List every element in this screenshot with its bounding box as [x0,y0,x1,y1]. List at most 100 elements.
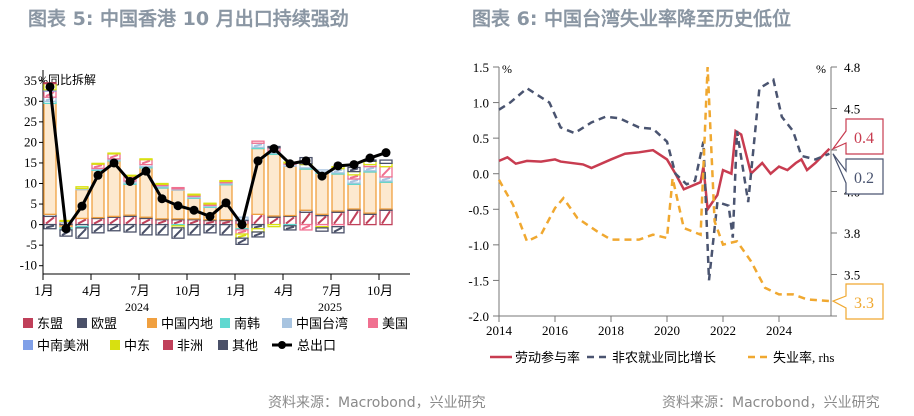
total-exports-point [221,198,231,208]
legend-marker [278,341,286,349]
bar-hatch [269,217,279,225]
x-tick-label: 1月 [226,283,246,298]
y-tick-label: -0.5 [468,202,489,217]
bar-hatch [93,164,103,169]
bar-hatch [285,216,295,225]
bar-segment [75,186,89,190]
bar-segment [139,158,153,161]
bar-segment [187,193,201,196]
legend-swatch [218,340,228,350]
total-exports-point [301,156,311,166]
legend-label: 中东 [124,338,150,353]
x-tick-label: 4月 [82,283,102,298]
bar-segment [379,159,393,165]
y2-tick-label: 4.5 [844,102,860,117]
legend-label: 总出口 [297,338,336,353]
legend-label: 东盟 [37,316,63,331]
bar-hatch [173,219,183,225]
bar-hatch [93,224,103,233]
bar-hatch [221,220,231,225]
legend-label: 非洲 [177,338,203,353]
x-tick-label: 2018 [598,323,624,338]
bar-hatch [285,225,295,230]
callout-box [831,118,884,155]
bar-hatch [109,153,119,159]
total-exports-point [109,158,119,168]
bar-hatch [381,210,391,225]
bar-segment [171,186,185,190]
bar-hatch [349,179,359,184]
y-tick-label: 0.0 [473,167,489,182]
bar-hatch [189,219,199,225]
bar-hatch [221,224,231,235]
total-exports-point [349,160,359,170]
y-tick-label: 0 [31,217,38,232]
bar-hatch [253,232,263,237]
total-exports-point [189,205,199,215]
bar-segment [363,171,377,214]
series-line [497,66,830,303]
year-label: 2024 [125,300,149,314]
bar-hatch [237,229,247,235]
bar-hatch [349,174,359,179]
x-tick-label: 7月 [322,283,342,298]
y2-tick-label: 4.8 [844,60,860,75]
legend-swatch [23,318,33,328]
legend-label: 南韩 [234,316,260,331]
legend-label: 美国 [382,316,408,331]
total-exports-point [173,201,183,211]
bar-hatch [381,176,391,182]
right-chart-title: 图表 6: 中国台湾失业率降至历史低位 [472,8,792,30]
bar-segment [283,165,297,217]
bar-hatch [333,226,343,233]
legend-swatch [23,340,33,350]
bar-hatch [333,212,343,225]
x-tick-label: 2020 [654,323,680,338]
y-tick-label: 1.0 [473,96,489,111]
total-exports-line [48,86,387,233]
x-tick-label: 10月 [367,283,393,298]
y-tick-label: 1.5 [473,60,489,75]
right-source: 资料来源：Macrobond，兴业研究 [662,395,880,411]
bar-hatch [125,224,135,232]
bar-segment [299,168,313,211]
total-exports-point [317,171,327,181]
total-exports-point [125,176,135,186]
bar-hatch [205,220,215,225]
bar-hatch [125,216,135,225]
legend-label: 中南美洲 [37,338,89,353]
callout-value: 3.3 [854,295,874,312]
left-chart-title: 图表 5: 中国香港 10 月出口持续强劲 [28,8,349,30]
total-exports-point [333,161,343,171]
legend-label: 非农就业同比增长 [612,350,716,365]
x-tick-label: 2022 [710,323,736,338]
bar-segment [123,183,137,216]
x-tick-label: 2024 [766,323,793,338]
legend-label: 中国内地 [161,316,213,331]
legend-swatch [163,340,173,350]
x-tick-label: 2016 [542,323,569,338]
bar-segment [251,140,265,144]
series-line [498,77,830,281]
bar-hatch [109,224,119,231]
x-tick-label: 4月 [274,283,294,298]
legend-swatch [220,318,230,328]
right-unit: % [816,62,826,76]
total-exports-point [285,159,295,169]
y-tick-label: 0.5 [473,131,489,146]
bar-segment [203,202,217,205]
y-tick-label: 5 [31,196,38,211]
bar-hatch [317,215,327,225]
bar-hatch [141,224,151,235]
legend-swatch [77,318,87,328]
y-tick-label: -1.5 [468,273,489,288]
bar-hatch [173,228,183,238]
bar-segment [315,227,329,232]
y-tick-label: -5 [26,237,37,252]
total-exports-point [381,148,391,158]
callout-box [832,153,884,195]
bar-hatch [349,210,359,225]
bar-hatch [237,234,247,239]
